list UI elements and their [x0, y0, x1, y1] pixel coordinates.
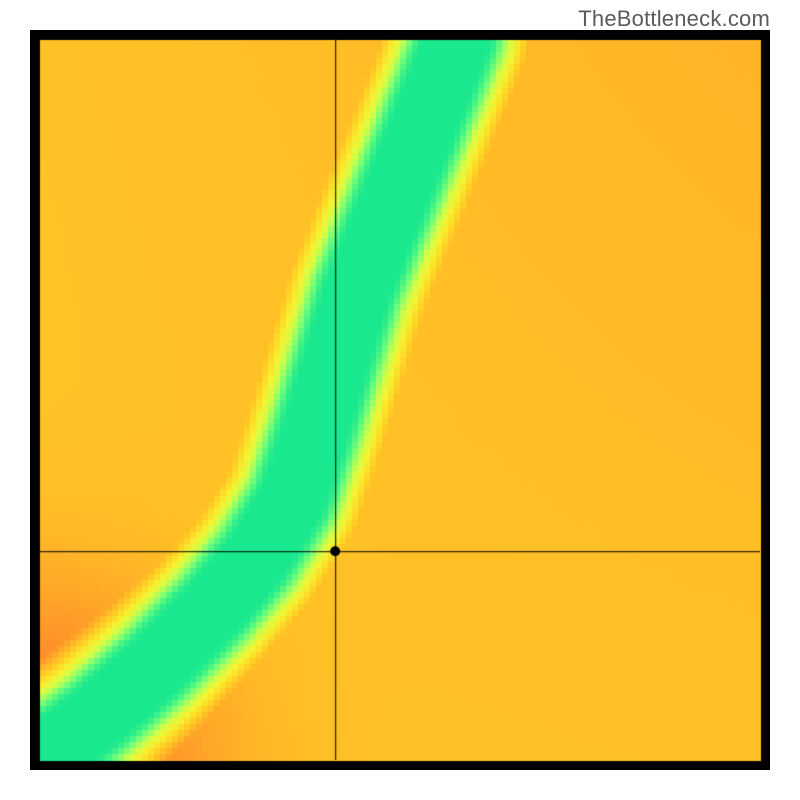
watermark-text: TheBottleneck.com [578, 6, 770, 32]
bottleneck-heatmap [30, 30, 770, 770]
